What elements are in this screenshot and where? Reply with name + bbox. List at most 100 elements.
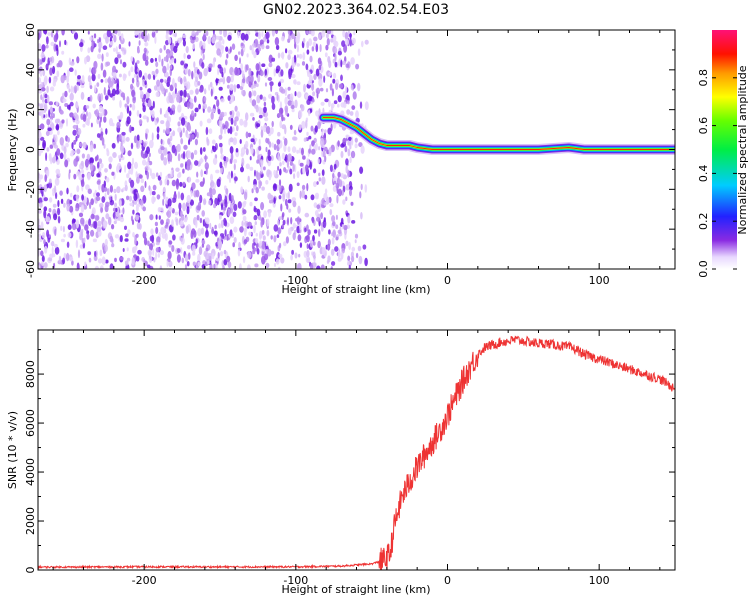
noise-point bbox=[108, 163, 112, 170]
noise-point bbox=[273, 224, 279, 232]
noise-point bbox=[160, 120, 165, 125]
noise-point bbox=[126, 96, 130, 105]
noise-point bbox=[314, 125, 318, 133]
noise-point bbox=[148, 152, 151, 157]
noise-point bbox=[323, 249, 328, 257]
noise-point bbox=[83, 237, 86, 243]
noise-point bbox=[64, 103, 69, 107]
noise-point bbox=[341, 60, 347, 65]
noise-point bbox=[67, 232, 72, 238]
noise-point bbox=[260, 159, 264, 167]
noise-point bbox=[71, 218, 76, 225]
noise-point bbox=[130, 56, 134, 62]
noise-point bbox=[326, 38, 330, 46]
noise-point bbox=[186, 206, 190, 215]
noise-point bbox=[319, 247, 323, 255]
noise-point bbox=[267, 77, 273, 81]
noise-point bbox=[333, 163, 337, 170]
noise-point bbox=[340, 143, 345, 148]
noise-point bbox=[116, 186, 121, 194]
noise-point bbox=[212, 30, 215, 35]
noise-point bbox=[292, 163, 295, 172]
noise-point bbox=[294, 252, 298, 259]
noise-point bbox=[351, 37, 356, 45]
noise-point bbox=[109, 93, 114, 98]
noise-point bbox=[208, 252, 212, 261]
noise-point bbox=[306, 49, 310, 55]
noise-point bbox=[336, 194, 339, 204]
noise-point bbox=[267, 248, 272, 257]
noise-point bbox=[190, 152, 194, 160]
noise-point bbox=[318, 64, 322, 71]
noise-point bbox=[233, 226, 238, 233]
noise-point bbox=[177, 104, 182, 113]
noise-point bbox=[275, 170, 278, 174]
noise-point bbox=[40, 186, 43, 194]
noise-point bbox=[211, 36, 216, 44]
noise-point bbox=[292, 136, 297, 141]
noise-point bbox=[345, 134, 350, 139]
noise-point bbox=[40, 250, 44, 257]
noise-point bbox=[283, 137, 288, 146]
noise-point bbox=[39, 174, 43, 180]
noise-point bbox=[347, 255, 351, 262]
noise-point bbox=[103, 116, 107, 123]
noise-point bbox=[329, 164, 333, 172]
noise-point bbox=[155, 247, 160, 253]
noise-point bbox=[142, 79, 145, 87]
noise-point bbox=[166, 260, 169, 268]
noise-point bbox=[266, 39, 270, 44]
noise-point bbox=[97, 39, 100, 44]
noise-point bbox=[187, 124, 192, 132]
noise-point bbox=[89, 67, 92, 73]
noise-point bbox=[219, 113, 223, 119]
noise-point bbox=[43, 77, 48, 86]
noise-point bbox=[251, 99, 257, 107]
noise-point bbox=[296, 149, 299, 154]
noise-point bbox=[38, 233, 41, 238]
noise-point bbox=[199, 147, 203, 155]
noise-point bbox=[82, 113, 87, 122]
noise-point bbox=[280, 257, 285, 264]
noise-point bbox=[323, 217, 326, 223]
noise-point bbox=[345, 63, 350, 68]
noise-point bbox=[77, 75, 81, 80]
noise-point bbox=[89, 162, 94, 172]
noise-point bbox=[358, 142, 363, 148]
noise-point bbox=[314, 210, 319, 217]
noise-point bbox=[59, 110, 64, 115]
noise-point bbox=[129, 124, 132, 133]
noise-point bbox=[239, 226, 244, 233]
noise-point bbox=[159, 78, 164, 83]
noise-point bbox=[254, 197, 258, 202]
noise-point bbox=[253, 216, 257, 221]
noise-point bbox=[270, 83, 273, 92]
noise-point bbox=[101, 137, 105, 146]
noise-point bbox=[271, 142, 274, 148]
noise-point bbox=[58, 255, 62, 263]
noise-point bbox=[57, 215, 61, 224]
noise-point bbox=[196, 205, 201, 211]
noise-point bbox=[48, 197, 53, 203]
noise-point bbox=[226, 234, 229, 241]
noise-point bbox=[128, 70, 131, 77]
noise-point bbox=[46, 118, 51, 126]
noise-point bbox=[113, 30, 118, 34]
noise-point bbox=[267, 155, 272, 161]
noise-point bbox=[68, 169, 71, 174]
noise-point bbox=[209, 81, 213, 88]
noise-point bbox=[271, 30, 275, 37]
noise-point bbox=[187, 252, 191, 260]
noise-point bbox=[317, 57, 322, 65]
noise-point bbox=[241, 70, 245, 75]
noise-point bbox=[330, 248, 335, 256]
noise-point bbox=[287, 100, 292, 106]
noise-point bbox=[265, 180, 269, 185]
noise-point bbox=[321, 176, 326, 185]
noise-point bbox=[296, 91, 302, 98]
noise-point bbox=[240, 63, 244, 71]
noise-point bbox=[359, 166, 364, 174]
noise-point bbox=[359, 191, 362, 199]
noise-point bbox=[98, 112, 103, 118]
noise-point bbox=[245, 64, 249, 71]
